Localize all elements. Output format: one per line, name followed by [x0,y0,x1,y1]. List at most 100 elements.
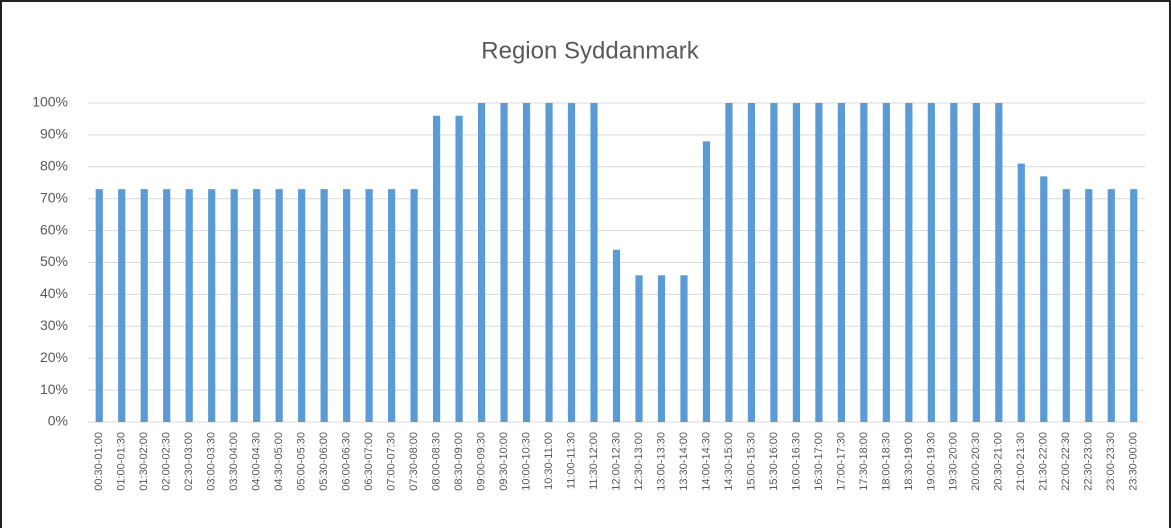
x-tick-label: 18:30-19:00 [903,432,915,491]
x-tick-label: 17:00-17:30 [835,432,847,491]
x-tick-label: 05:30-06:00 [318,432,330,491]
bar [702,141,711,422]
x-tick-label: 17:30-18:00 [858,432,870,491]
x-tick-label: 13:30-14:00 [678,432,690,491]
bar [927,103,935,422]
x-tick-label: 20:00-20:30 [970,432,982,491]
bar [275,189,283,422]
x-tick-label: 13:00-13:30 [655,432,667,491]
y-tick-label: 10% [40,381,68,397]
x-tick-label: 14:00-14:30 [700,432,712,491]
bar [140,189,148,422]
x-tick-label: 23:30-00:00 [1128,432,1140,491]
bar [500,103,508,422]
chart-title: Region Syddanmark [481,37,699,64]
x-tick-label: 23:00-23:30 [1105,432,1117,491]
x-tick-label: 16:30-17:00 [813,432,825,491]
x-tick-label: 01:30-02:00 [138,432,150,491]
y-tick-label: 60% [40,221,68,237]
x-tick-label: 20:30-21:00 [993,432,1005,491]
bar [1040,176,1048,422]
bar [972,103,980,422]
bar [590,103,598,422]
x-tick-label: 06:30-07:00 [363,432,375,491]
x-tick-label: 16:00-16:30 [790,432,802,491]
bar [747,103,756,422]
x-tick-label: 11:30-12:00 [588,432,600,490]
y-tick-label: 100% [32,94,68,110]
x-tick-label: 00:30-01:00 [93,432,105,491]
bar [388,189,396,422]
bar [1107,189,1115,422]
y-tick-label: 70% [40,189,68,205]
bar [905,103,913,422]
bar [343,189,351,422]
y-tick-label: 20% [40,349,68,365]
bar [635,275,643,422]
bar [545,103,553,422]
bar [410,189,418,422]
x-tick-label: 21:30-22:00 [1038,432,1050,491]
y-tick-label: 50% [40,253,68,269]
bar [1130,189,1138,422]
y-tick-label: 0% [48,413,68,429]
bar [253,189,261,422]
bar [792,103,801,422]
x-tick-label: 12:00-12:30 [610,432,622,491]
bar [95,189,103,422]
bar [657,275,666,422]
x-tick-label: 22:00-22:30 [1060,432,1072,491]
bar [208,189,216,422]
x-tick-label: 11:00-11:30 [565,432,577,489]
x-tick-label: 05:00-05:30 [296,432,308,491]
bar [522,103,531,422]
x-tick-label: 22:30-23:00 [1083,432,1095,491]
x-tick-label: 03:30-04:00 [228,432,240,491]
x-tick-label: 07:00-07:30 [386,432,398,491]
bar [770,103,778,422]
bar [567,103,576,422]
y-tick-label: 80% [40,158,68,174]
bar [837,103,845,422]
y-tick-label: 30% [40,317,68,333]
x-tick-label: 02:00-02:30 [161,432,173,491]
bar [118,189,126,422]
x-tick-label: 19:00-19:30 [925,432,937,491]
bar [365,189,373,422]
x-tick-label: 21:00-21:30 [1015,432,1027,491]
bar [320,189,328,422]
x-tick-label: 09:00-09:30 [475,432,487,491]
x-tick-label: 02:30-03:00 [183,432,195,491]
bar [432,115,441,422]
x-tick-label: 04:30-05:00 [273,432,285,491]
x-tick-label: 01:00-01:30 [116,432,128,491]
bar [455,115,463,422]
bar [1062,189,1070,422]
x-tick-label: 18:00-18:30 [880,432,892,491]
bar [995,103,1003,422]
bar [477,103,486,422]
bar [882,103,890,422]
bar [1085,189,1093,422]
bar [680,275,688,422]
x-tick-label: 14:30-15:00 [723,432,735,491]
bar [163,189,171,422]
y-tick-label: 90% [40,126,68,142]
y-tick-label: 40% [40,285,68,301]
x-tick-label: 10:00-10:30 [520,432,532,491]
bar [185,189,193,422]
x-tick-label: 08:00-08:30 [430,432,442,491]
bar [860,103,868,422]
x-tick-label: 19:30-20:00 [948,432,960,491]
x-tick-label: 10:30-11:00 [543,432,555,490]
bar [1017,163,1025,423]
x-tick-label: 15:00-15:30 [745,432,757,491]
bar [298,189,306,422]
x-tick-label: 12:30-13:00 [633,432,645,491]
bar [815,103,823,422]
bar [230,189,238,422]
x-tick-label: 03:00-03:30 [206,432,218,491]
bar [612,249,621,422]
